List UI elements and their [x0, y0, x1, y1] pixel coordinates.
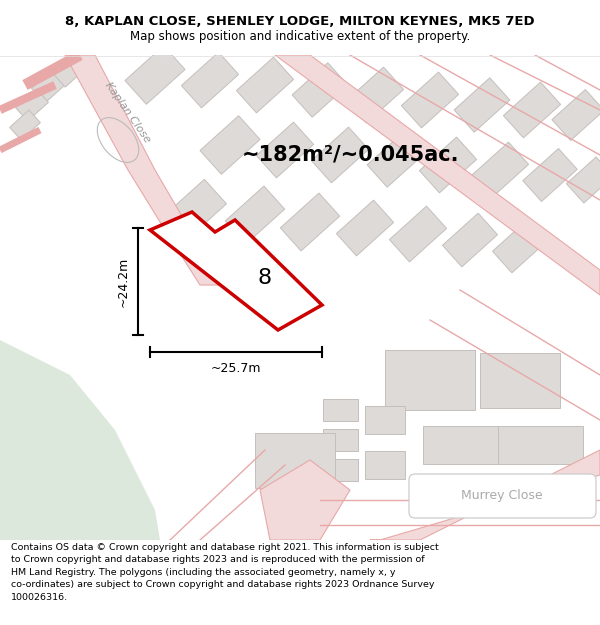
Bar [280, 193, 340, 251]
Text: Murrey Close: Murrey Close [461, 489, 543, 502]
Bar [503, 82, 560, 138]
Text: ~24.2m: ~24.2m [117, 256, 130, 307]
Bar [256, 122, 314, 178]
Bar [181, 52, 239, 108]
Text: Map shows position and indicative extent of the property.: Map shows position and indicative extent… [130, 30, 470, 43]
Bar [346, 67, 404, 123]
Bar [226, 186, 284, 244]
Bar [10, 110, 40, 140]
Polygon shape [0, 340, 160, 540]
Bar [365, 451, 405, 479]
Text: ~25.7m: ~25.7m [211, 362, 261, 375]
Polygon shape [370, 450, 600, 540]
Bar [255, 432, 335, 488]
Bar [292, 62, 348, 118]
Polygon shape [65, 55, 225, 285]
Bar [493, 219, 548, 273]
Bar [367, 132, 423, 188]
Bar [323, 429, 358, 451]
Bar [389, 206, 446, 262]
Bar [480, 352, 560, 408]
Polygon shape [275, 55, 600, 295]
Bar [323, 399, 358, 421]
Bar [497, 426, 583, 464]
Bar [454, 78, 510, 132]
Text: Contains OS data © Crown copyright and database right 2021. This information is : Contains OS data © Crown copyright and d… [11, 542, 439, 601]
Bar [401, 72, 458, 128]
Polygon shape [260, 460, 350, 540]
Bar [31, 67, 68, 103]
Text: ~182m²/~0.045ac.: ~182m²/~0.045ac. [242, 145, 460, 165]
Bar [236, 57, 293, 113]
Bar [566, 157, 600, 203]
Bar [552, 89, 600, 141]
Polygon shape [150, 212, 322, 330]
Bar [385, 350, 475, 410]
Bar [337, 200, 394, 256]
Bar [365, 406, 405, 434]
Bar [52, 53, 88, 87]
Bar [419, 137, 476, 193]
Bar [472, 142, 529, 198]
Text: 8, KAPLAN CLOSE, SHENLEY LODGE, MILTON KEYNES, MK5 7ED: 8, KAPLAN CLOSE, SHENLEY LODGE, MILTON K… [65, 16, 535, 28]
FancyBboxPatch shape [409, 474, 596, 518]
Text: 8: 8 [258, 268, 272, 288]
Bar [16, 89, 49, 121]
Bar [200, 116, 260, 174]
Bar [323, 459, 358, 481]
Bar [422, 426, 497, 464]
Bar [311, 127, 368, 183]
Bar [442, 213, 497, 267]
Bar [523, 149, 577, 201]
Text: Kaplan Close: Kaplan Close [103, 80, 152, 144]
Bar [164, 179, 226, 241]
Bar [125, 46, 185, 104]
